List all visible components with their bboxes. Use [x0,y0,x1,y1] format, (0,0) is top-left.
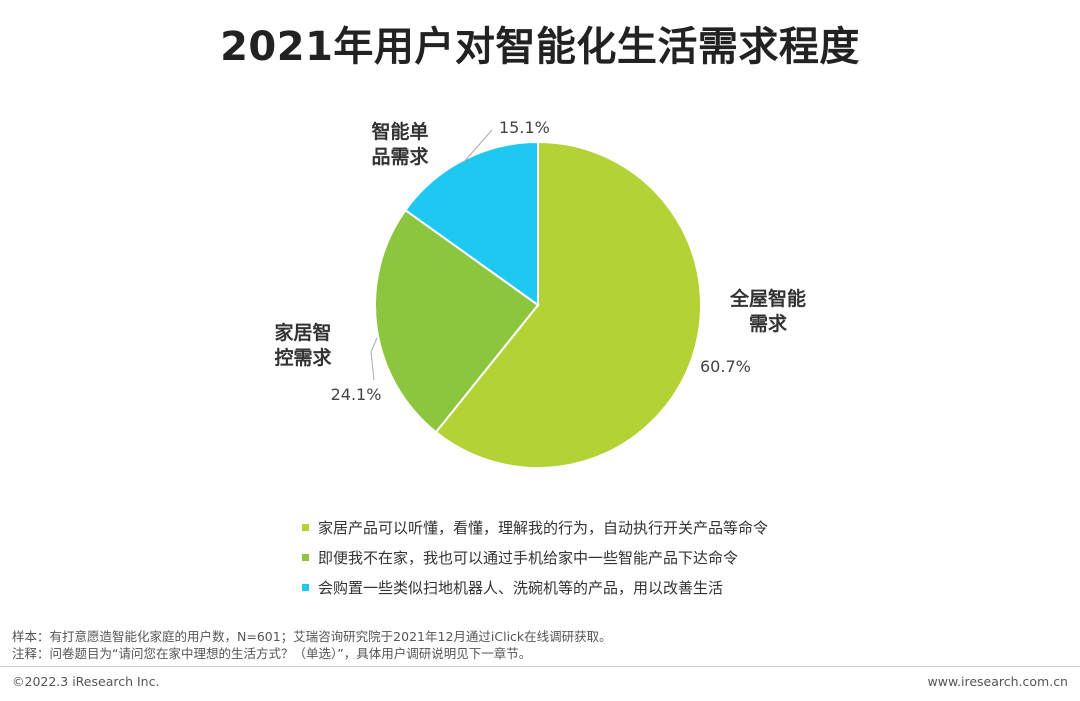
notes: 样本：有打意愿造智能化家庭的用户数，N=601；艾瑞咨询研究院于2021年12月… [12,628,612,662]
chart-title: 2021年用户对智能化生活需求程度 [220,24,860,70]
legend-swatch [302,553,309,561]
legend-swatch [302,583,309,591]
legend-text: 会购置一些类似扫地机器人、洗碗机等的产品，用以改善生活 [318,578,724,597]
sample-note: 样本：有打意愿造智能化家庭的用户数，N=601；艾瑞咨询研究院于2021年12月… [12,629,612,644]
legend-swatch [302,523,309,531]
leader-line-1 [370,337,378,381]
slice-label-0: 全屋智能需求 [729,287,806,335]
legend-item-single-product: 会购置一些类似扫地机器人、洗碗机等的产品，用以改善生活 [302,572,768,602]
pie-slice-1 [374,208,540,434]
footer-divider [0,666,1080,667]
slice-label-2: 智能单品需求 [371,120,429,168]
legend-text: 即便我不在家，我也可以通过手机给家中一些智能产品下达命令 [318,548,739,567]
slice-value-label-2: 15.1% [499,118,550,137]
legend-item-whole-home: 家居产品可以听懂，看懂，理解我的行为，自动执行开关产品等命令 [302,512,768,542]
copyright: ©2022.3 iResearch Inc. [12,674,160,689]
pie-slice-0 [434,140,702,469]
slice-label-1: 家居智控需求 [274,321,332,369]
legend: 家居产品可以听懂，看懂，理解我的行为，自动执行开关产品等命令 即便我不在家，我也… [302,512,768,602]
remark-note: 注释：问卷题目为“请问您在家中理想的生活方式？（单选）”，具体用户调研说明见下一… [12,646,532,661]
slice-value-label-1: 24.1% [331,385,382,404]
legend-text: 家居产品可以听懂，看懂，理解我的行为，自动执行开关产品等命令 [318,518,769,537]
pie-slice-2 [404,140,539,307]
leader-line-2 [462,129,493,164]
slice-value-label-0: 60.7% [700,357,751,376]
website-link[interactable]: www.iresearch.com.cn [927,674,1069,689]
legend-item-remote-control: 即便我不在家，我也可以通过手机给家中一些智能产品下达命令 [302,542,768,572]
